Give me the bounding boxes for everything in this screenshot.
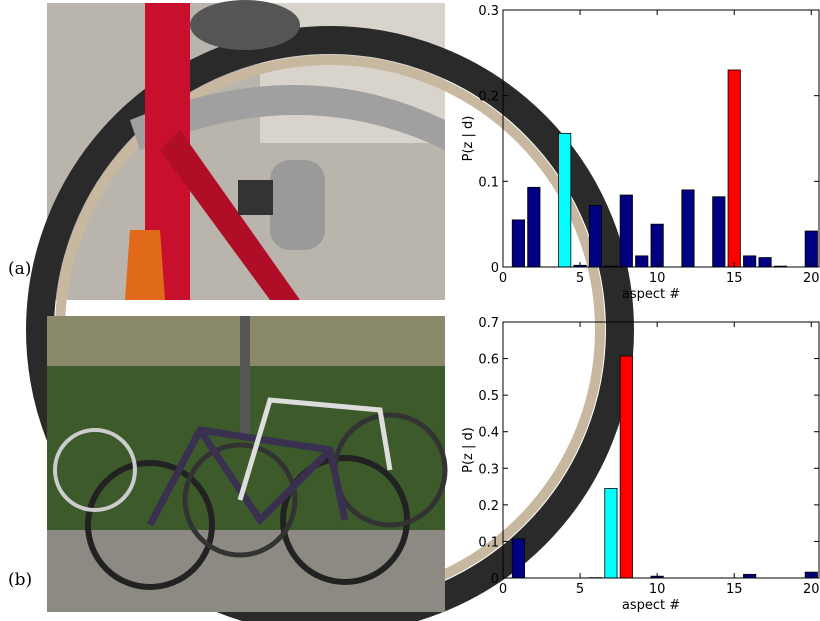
photo-a <box>26 0 634 621</box>
bar <box>681 189 695 268</box>
x-axis-label: aspect # <box>622 287 680 302</box>
y-tick-label: 0.7 <box>478 316 499 331</box>
y-tick-label: 0 <box>491 261 499 276</box>
axes-box <box>502 321 820 579</box>
y-axis-label: P(z | d) <box>461 116 476 162</box>
y-tick-label: 0.2 <box>478 90 499 105</box>
bar <box>511 219 525 268</box>
panel-label: (a) <box>8 259 31 279</box>
x-tick-label: 20 <box>803 271 820 286</box>
bar <box>558 132 572 268</box>
y-tick-label: 0.2 <box>478 499 499 514</box>
x-axis-label: aspect # <box>622 598 680 613</box>
bar <box>804 230 818 268</box>
bar <box>619 355 633 579</box>
y-tick-label: 0.3 <box>478 462 499 477</box>
bar <box>727 69 741 268</box>
photo-b <box>47 316 448 612</box>
bar <box>588 204 603 268</box>
bar <box>743 573 757 579</box>
x-tick-label: 10 <box>649 271 666 286</box>
bar <box>619 194 633 268</box>
bar <box>527 186 541 268</box>
y-tick-label: 0.6 <box>478 353 499 368</box>
panel-label: (b) <box>8 570 32 590</box>
x-tick-label: 10 <box>649 582 666 597</box>
bar <box>511 538 525 579</box>
bar <box>758 257 772 268</box>
x-tick-label: 20 <box>803 582 820 597</box>
axes-box <box>502 9 820 268</box>
y-tick-label: 0.1 <box>478 535 499 550</box>
x-tick-label: 5 <box>576 271 584 286</box>
x-tick-label: 15 <box>726 582 743 597</box>
x-tick-label: 15 <box>726 271 743 286</box>
x-tick-label: 0 <box>499 271 507 286</box>
y-axis-label: P(z | d) <box>461 427 476 473</box>
x-tick-label: 5 <box>576 582 584 597</box>
y-tick-label: 0.4 <box>478 426 499 441</box>
bar <box>604 487 618 579</box>
y-tick-label: 0 <box>491 572 499 587</box>
bar <box>712 196 726 268</box>
y-tick-label: 0.1 <box>478 175 499 190</box>
bar <box>635 255 649 268</box>
x-tick-label: 0 <box>499 582 507 597</box>
y-tick-label: 0.5 <box>478 389 499 404</box>
y-tick-label: 0.3 <box>478 4 499 19</box>
bar <box>743 255 757 268</box>
bar <box>650 223 664 268</box>
